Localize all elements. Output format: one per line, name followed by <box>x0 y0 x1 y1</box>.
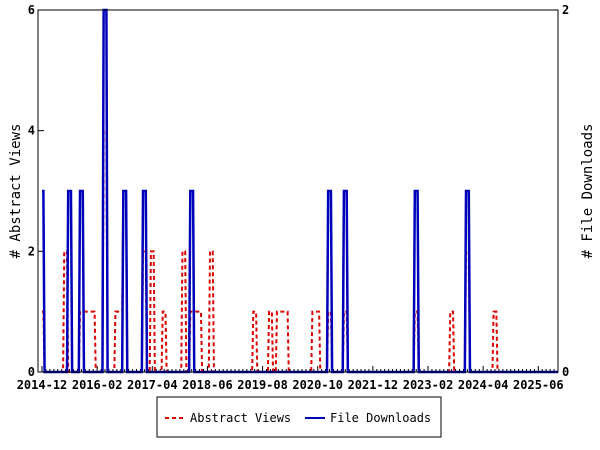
legend-label-abstract-views: Abstract Views <box>190 411 291 425</box>
legend: Abstract Views File Downloads <box>156 396 442 438</box>
x-tick-label: 2019-08 <box>237 378 288 392</box>
legend-box <box>156 396 442 438</box>
y-axis-right-label: # File Downloads <box>580 124 596 259</box>
y-right-tick-label: 2 <box>562 3 569 17</box>
x-tick-label: 2021-12 <box>348 378 399 392</box>
plot-frame <box>37 9 559 373</box>
x-tick-label: 2020-10 <box>292 378 343 392</box>
series-lines <box>41 8 558 374</box>
x-tick-label: 2024-04 <box>458 378 509 392</box>
y-left-tick-label: 4 <box>28 124 35 138</box>
series-line-file-downloads <box>42 8 558 374</box>
y-left-tick-label: 0 <box>28 365 35 379</box>
x-tick-label: 2018-06 <box>182 378 233 392</box>
tick-labels: 2014-12 2016-02 2017-04 2018-06 2019-08 2020-… <box>17 3 570 392</box>
x-tick-label: 2016-02 <box>72 378 123 392</box>
legend-label-file-downloads: File Downloads <box>330 411 431 425</box>
x-tick-label: 2014-12 <box>17 378 68 392</box>
series-line-abstract-views <box>42 129 558 373</box>
y-right-tick-label: 0 <box>562 365 569 379</box>
y-left-tick-label: 2 <box>28 244 35 258</box>
x-tick-label: 2017-04 <box>127 378 178 392</box>
x-tick-label: 2023-02 <box>403 378 454 392</box>
x-tick-label: 2025-06 <box>513 378 564 392</box>
y-axis-left-label: # Abstract Views <box>8 124 24 259</box>
y-left-tick-label: 6 <box>28 3 35 17</box>
